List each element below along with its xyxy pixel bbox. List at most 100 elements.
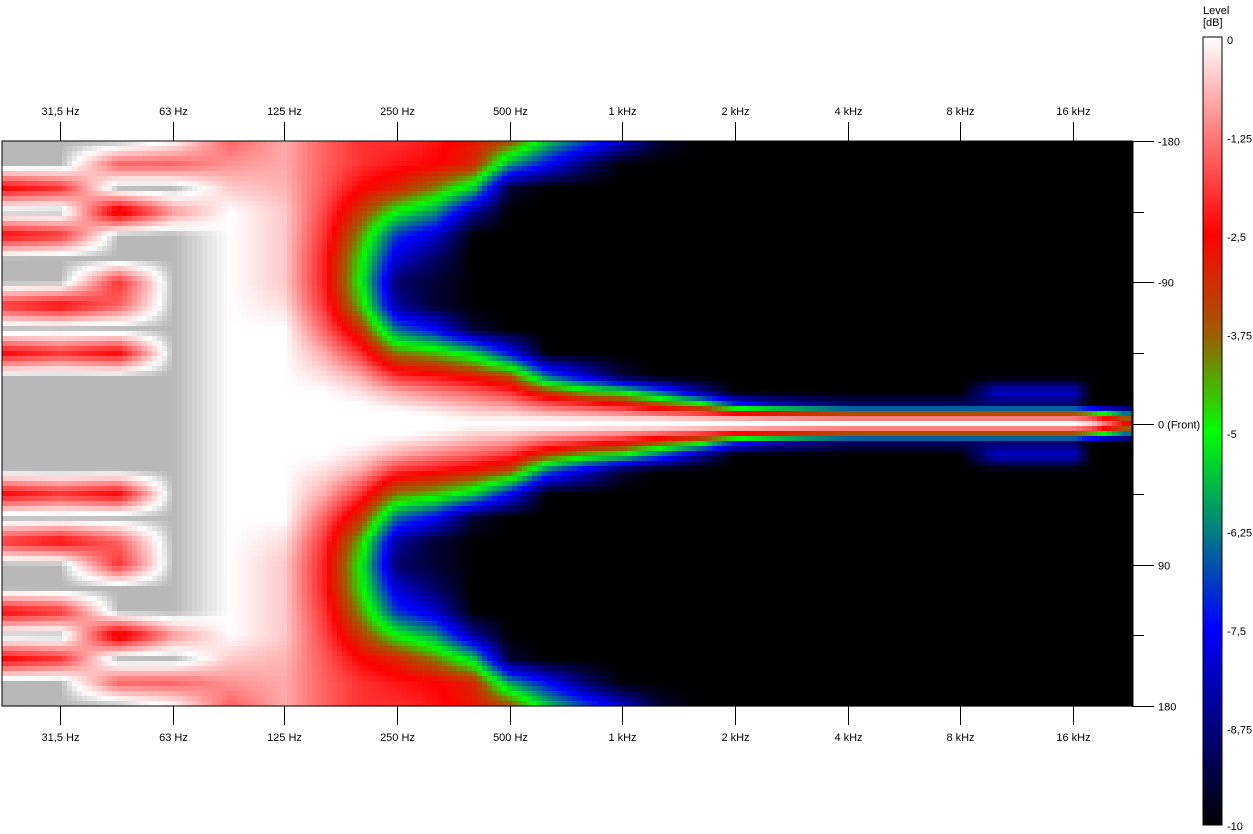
heatmap-cell (172, 186, 178, 192)
heatmap-cell (92, 366, 98, 372)
heatmap-cell (117, 471, 123, 477)
heatmap-cell (72, 206, 78, 212)
heatmap-cell (72, 566, 78, 572)
heatmap-cell (197, 691, 203, 697)
heatmap-cell (172, 196, 178, 202)
heatmap-cell (57, 576, 63, 582)
heatmap-cell (117, 286, 123, 292)
heatmap-cell (142, 436, 148, 442)
heatmap-cell (67, 591, 73, 597)
heatmap-cell (37, 221, 43, 227)
heatmap-cell (202, 586, 208, 592)
heatmap-cell (52, 236, 58, 242)
heatmap-cell (52, 291, 58, 297)
heatmap-cell (142, 601, 148, 607)
heatmap-cell (87, 576, 93, 582)
heatmap-cell (187, 651, 193, 657)
heatmap-cell (12, 626, 18, 632)
heatmap-cell (162, 331, 168, 337)
heatmap-cell (92, 141, 98, 147)
heatmap-cell (82, 151, 88, 157)
heatmap-cell (177, 291, 183, 297)
heatmap-cell (172, 161, 178, 167)
heatmap-cell (27, 566, 33, 572)
heatmap-cell (62, 346, 68, 352)
heatmap-cell (137, 526, 143, 532)
heatmap-cell (87, 651, 93, 657)
heatmap-cell (17, 531, 23, 537)
heatmap-cell (17, 601, 23, 607)
heatmap-cell (102, 576, 108, 582)
heatmap-cell (217, 591, 223, 597)
heatmap-cell (197, 546, 203, 552)
heatmap-cell (22, 371, 28, 377)
heatmap-cell (97, 146, 103, 152)
heatmap-cell (202, 666, 208, 672)
heatmap-cell (112, 531, 118, 537)
heatmap-cell (87, 466, 93, 472)
heatmap-cell (127, 331, 133, 337)
heatmap-cell (112, 456, 118, 462)
heatmap-cell (122, 516, 128, 522)
heatmap-cell (117, 166, 123, 172)
heatmap-cell (202, 516, 208, 522)
heatmap-cell (62, 246, 68, 252)
heatmap-cell (147, 326, 153, 332)
heatmap-cell (212, 666, 218, 672)
heatmap-cell (17, 446, 23, 452)
heatmap-cell (217, 231, 223, 237)
heatmap-cell (77, 556, 83, 562)
heatmap-cell (37, 566, 43, 572)
heatmap-cell (92, 331, 98, 337)
heatmap-cell (177, 496, 183, 502)
heatmap-cell (187, 451, 193, 457)
heatmap-cell (67, 286, 73, 292)
heatmap-cell (207, 246, 213, 252)
heatmap-cell (7, 541, 13, 547)
heatmap-cell (127, 531, 133, 537)
heatmap-cell (102, 251, 108, 257)
heatmap-cell (32, 516, 38, 522)
heatmap-cell (37, 291, 43, 297)
heatmap-cell (42, 366, 48, 372)
heatmap-cell (177, 371, 183, 377)
heatmap-cell (42, 546, 48, 552)
heatmap-cell (47, 406, 53, 412)
heatmap-cell (82, 221, 88, 227)
heatmap-cell (152, 366, 158, 372)
heatmap-cell (187, 146, 193, 152)
heatmap-cell (147, 181, 153, 187)
heatmap-cell (207, 421, 213, 427)
heatmap-cell (117, 141, 123, 147)
heatmap-cell (62, 406, 68, 412)
heatmap-cell (117, 251, 123, 257)
heatmap-cell (82, 166, 88, 172)
heatmap-cell (212, 471, 218, 477)
heatmap-cell (2, 376, 8, 382)
heatmap-cell (167, 536, 173, 542)
heatmap-cell (142, 501, 148, 507)
heatmap-cell (52, 436, 58, 442)
heatmap-cell (167, 146, 173, 152)
heatmap-cell (107, 606, 113, 612)
heatmap-cell (7, 146, 13, 152)
heatmap-cell (42, 291, 48, 297)
heatmap-cell (22, 256, 28, 262)
heatmap-cell (107, 441, 113, 447)
heatmap-cell (182, 406, 188, 412)
heatmap-cell (182, 151, 188, 157)
heatmap-cell (52, 416, 58, 422)
heatmap-cell (157, 501, 163, 507)
heatmap-cell (37, 416, 43, 422)
heatmap-cell (102, 366, 108, 372)
heatmap-cell (57, 671, 63, 677)
heatmap-cell (167, 416, 173, 422)
heatmap-cell (57, 636, 63, 642)
heatmap-cell (62, 191, 68, 197)
heatmap-cell (122, 161, 128, 167)
heatmap-cell (37, 151, 43, 157)
heatmap-cell (162, 651, 168, 657)
heatmap-cell (22, 406, 28, 412)
heatmap-cell (207, 251, 213, 257)
heatmap-cell (67, 441, 73, 447)
